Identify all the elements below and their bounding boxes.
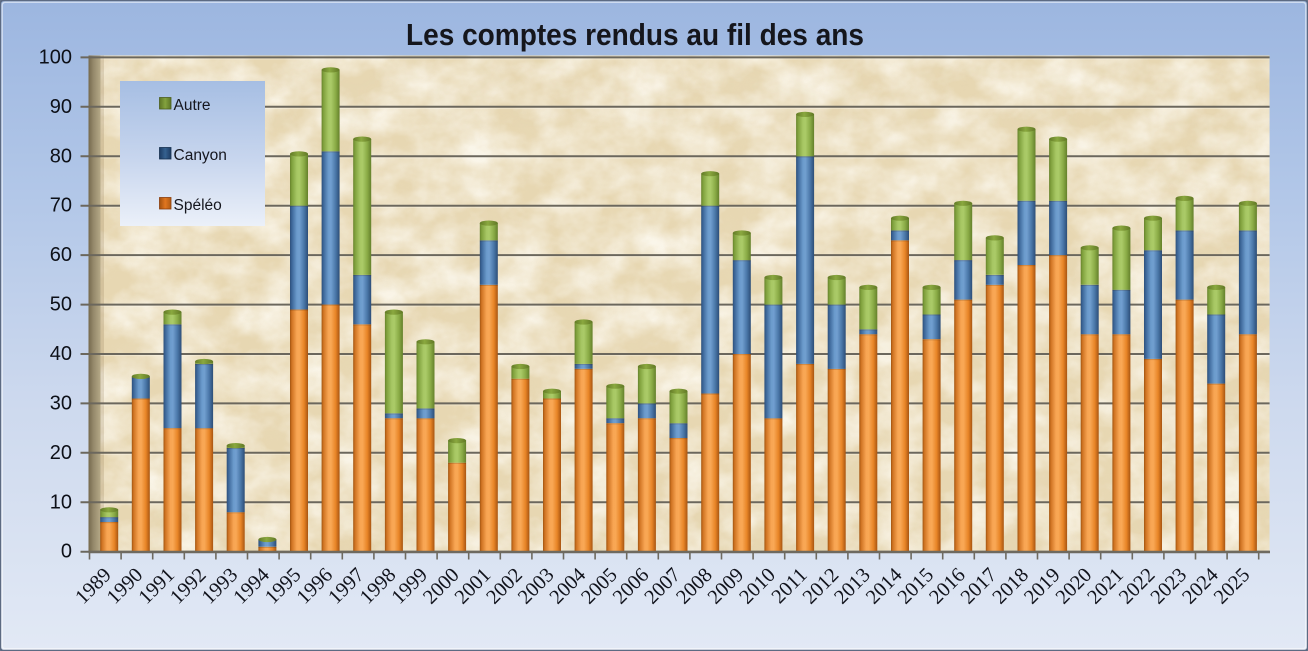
svg-text:20: 20 [50, 442, 72, 464]
svg-text:40: 40 [50, 343, 72, 365]
svg-text:80: 80 [50, 145, 72, 167]
svg-text:Autre: Autre [174, 97, 211, 114]
svg-text:70: 70 [50, 195, 72, 217]
svg-text:Les comptes rendus au fil des: Les comptes rendus au fil des ans [406, 17, 864, 52]
svg-text:100: 100 [39, 46, 72, 68]
svg-text:Spéléo: Spéléo [174, 197, 222, 214]
svg-text:0: 0 [61, 541, 72, 563]
svg-text:50: 50 [50, 294, 72, 316]
svg-text:60: 60 [50, 244, 72, 266]
svg-text:Canyon: Canyon [174, 147, 227, 164]
svg-text:90: 90 [50, 96, 72, 118]
svg-text:30: 30 [50, 392, 72, 414]
svg-text:10: 10 [50, 491, 72, 513]
